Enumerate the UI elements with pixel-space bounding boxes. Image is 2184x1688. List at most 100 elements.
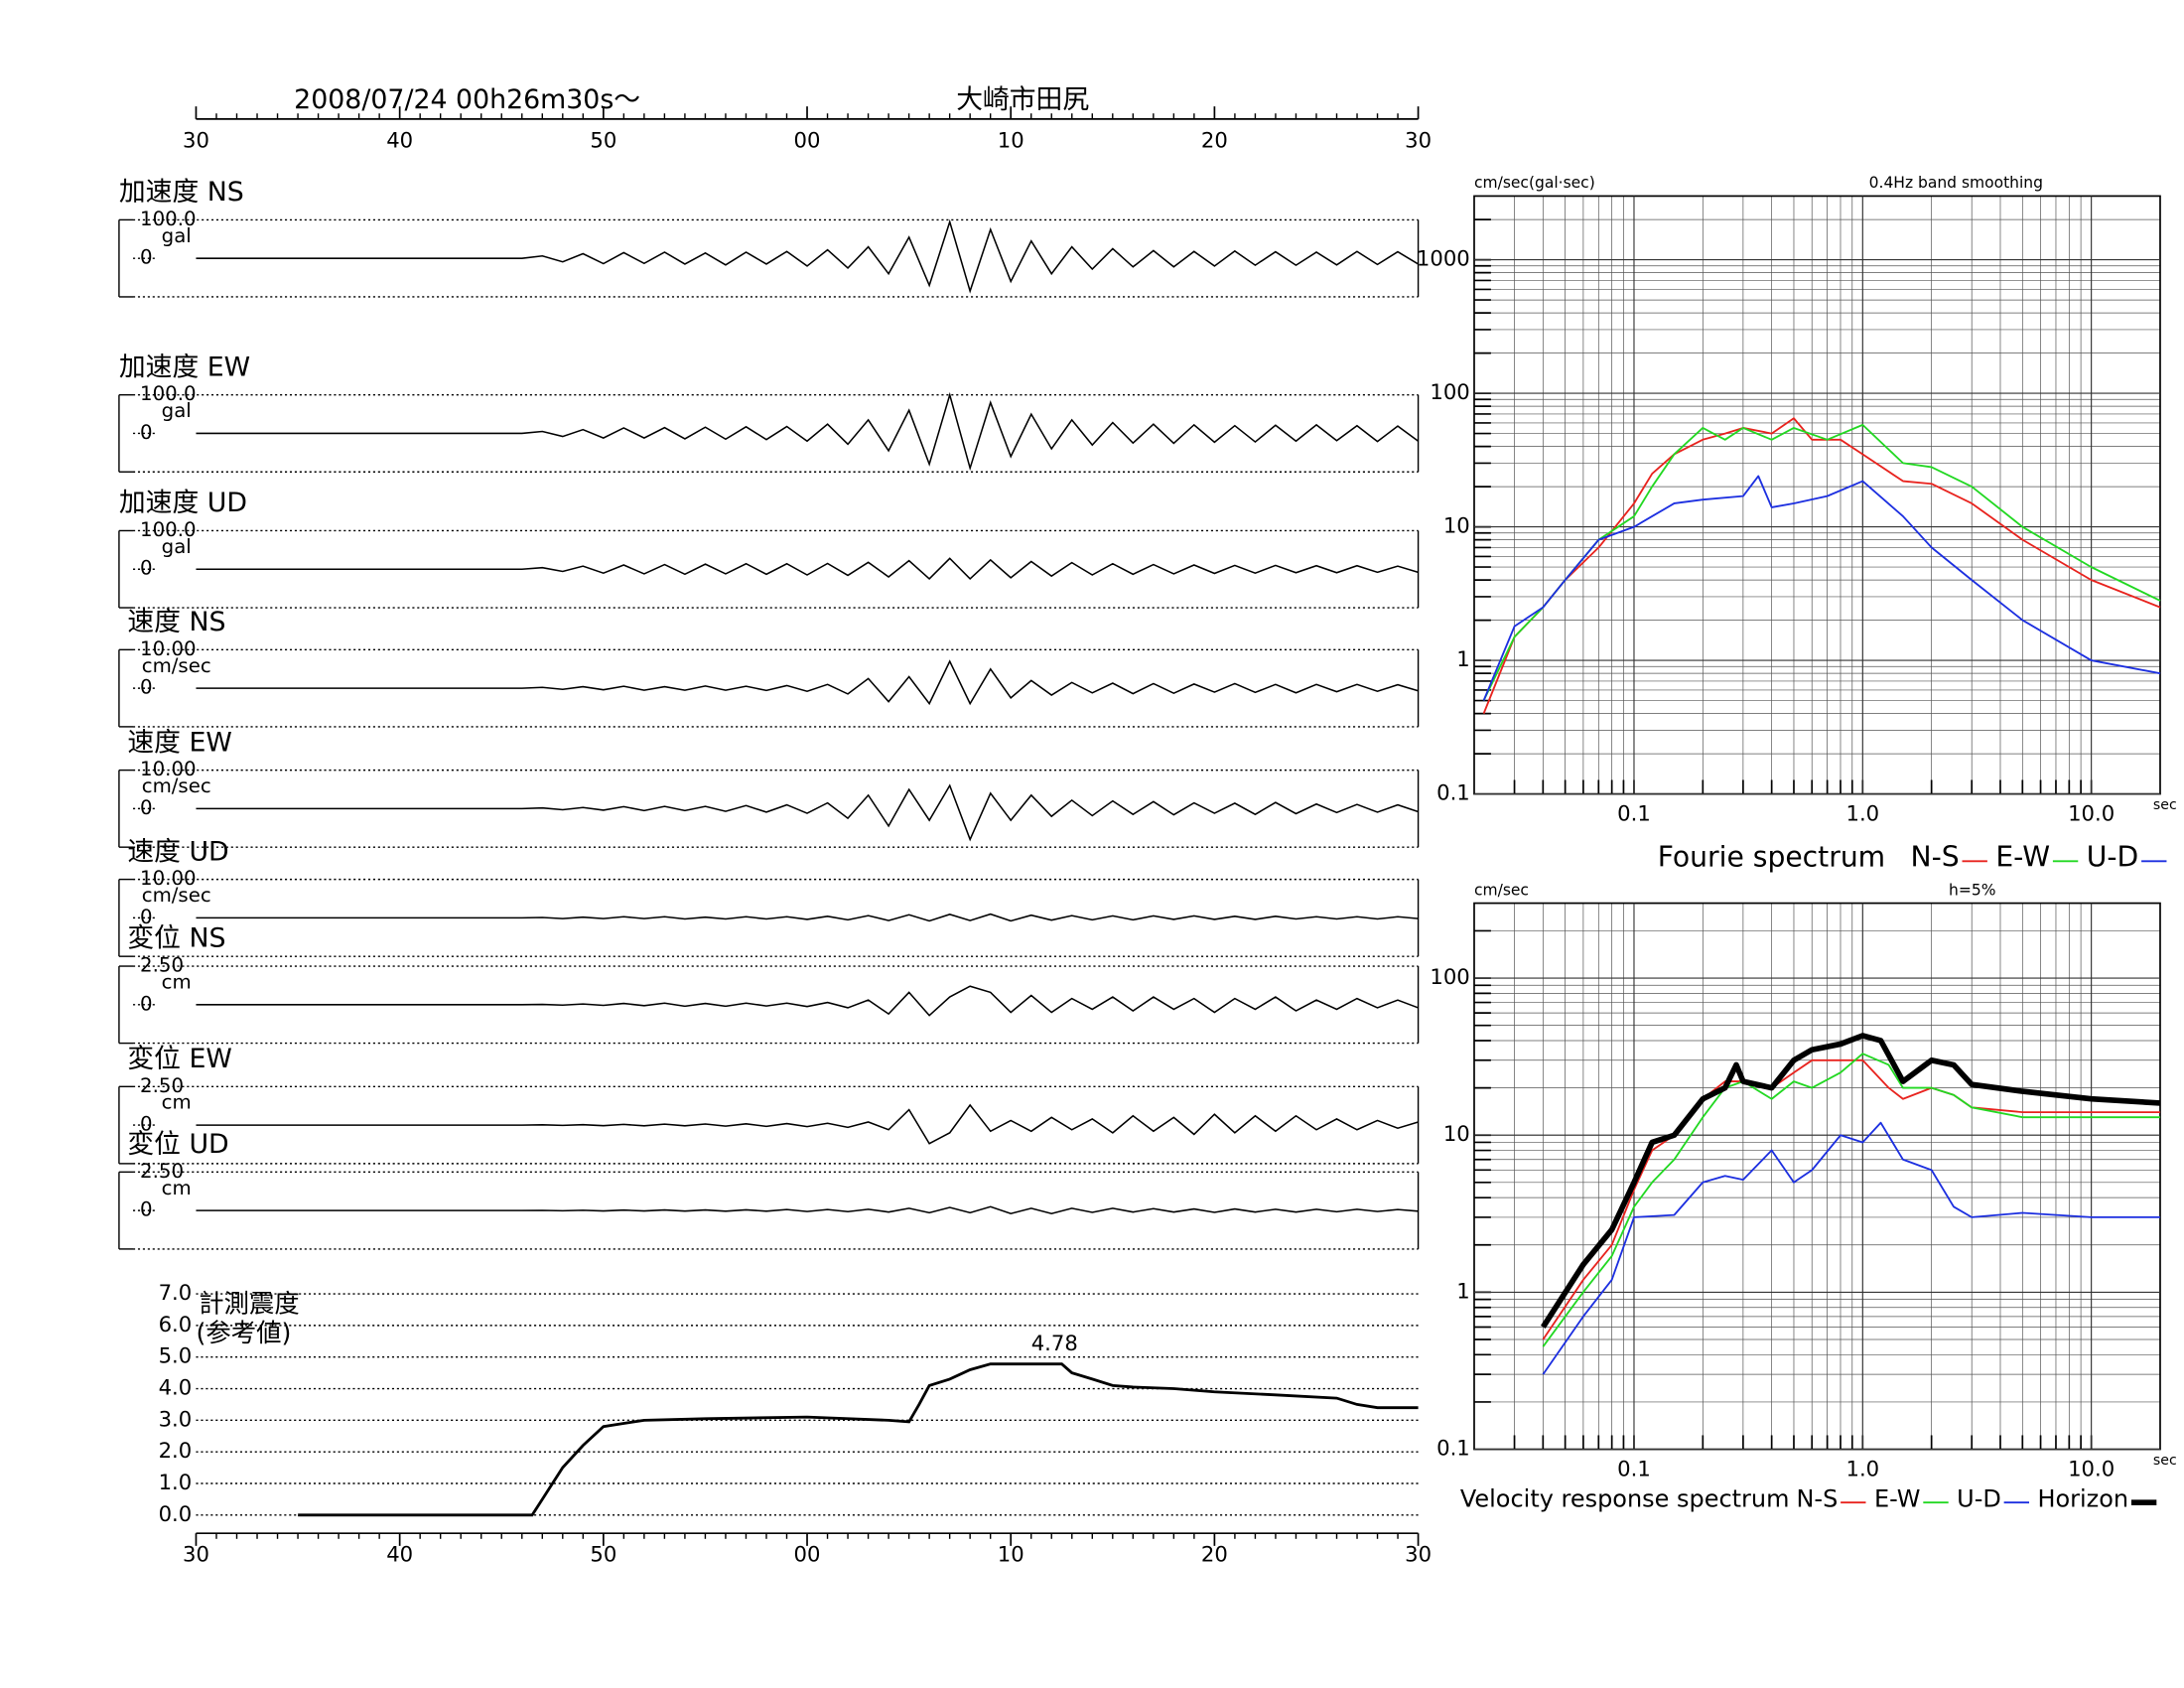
y-tick-label: 100.0 <box>140 382 197 405</box>
y-tick-label: 10.00 <box>140 637 197 660</box>
y-tick-label: 100.0 <box>140 208 197 230</box>
y-tick-label: 2.50 <box>140 1074 184 1097</box>
chart-title: Fourie spectrum <box>1658 840 1885 873</box>
spectrum-line <box>1542 1053 2160 1347</box>
y-tick-label: 0.0 <box>159 1501 193 1526</box>
y-tick-label: 0 <box>140 992 153 1015</box>
y-tick-label: 0 <box>140 557 153 580</box>
x-tick-label: 00 <box>794 127 821 152</box>
waveform <box>196 985 1419 1017</box>
x-tick-label: 50 <box>590 127 616 152</box>
y-unit-label: cm/sec <box>142 774 211 797</box>
y-tick-label: 0 <box>140 1198 153 1221</box>
y-tick-label: 4.0 <box>159 1375 193 1400</box>
panel-subtitle: (参考値) <box>196 1318 291 1347</box>
x-tick-label: 10 <box>998 127 1024 152</box>
chart-subtitle: 0.4Hz band smoothing <box>1869 174 2043 192</box>
x-tick-label: 0.1 <box>1617 801 1651 826</box>
x-tick-label: 1.0 <box>1846 1457 1880 1481</box>
x-axis-label: sec <box>2153 797 2177 813</box>
y-axis-label: cm/sec <box>1474 881 1529 899</box>
panel-title: 加速度 UD <box>119 488 247 518</box>
y-tick-label: 0 <box>140 1113 153 1136</box>
legend-label: U-D <box>1957 1484 2001 1512</box>
x-tick-label: 40 <box>386 127 413 152</box>
y-tick-label: 100.0 <box>140 518 197 541</box>
legend-label: E-W <box>1995 840 2050 873</box>
spectrum-line <box>1482 423 2161 701</box>
y-tick-label: 100 <box>1430 964 1469 989</box>
y-tick-label: 2.50 <box>140 1160 184 1183</box>
x-tick-label: 20 <box>1201 127 1228 152</box>
y-tick-label: 10.00 <box>140 758 197 780</box>
station-name: 大崎市田尻 <box>956 84 1089 115</box>
x-tick-label: 50 <box>590 1542 616 1567</box>
waveform <box>196 218 1419 294</box>
y-tick-label: 6.0 <box>159 1312 193 1336</box>
legend-label: U-D <box>2087 840 2139 873</box>
x-tick-label: 40 <box>386 1542 413 1567</box>
y-tick-label: 0 <box>140 421 153 444</box>
panel-title: 速度 UD <box>127 836 228 867</box>
y-unit-label: gal <box>162 535 192 558</box>
y-tick-label: 2.50 <box>140 954 184 977</box>
intensity-line <box>298 1362 1419 1517</box>
y-tick-label: 0 <box>140 676 153 699</box>
y-tick-label: 0 <box>140 906 153 928</box>
y-tick-label: 1 <box>1456 646 1469 671</box>
x-tick-label: 30 <box>1405 127 1432 152</box>
panel-title: 速度 NS <box>127 607 225 637</box>
y-tick-label: 2.0 <box>159 1438 193 1463</box>
x-tick-label: 30 <box>183 127 209 152</box>
panel-title: 加速度 NS <box>119 177 244 208</box>
y-tick-label: 3.0 <box>159 1406 193 1431</box>
y-axis-label: cm/sec(gal·sec) <box>1474 174 1595 192</box>
y-tick-label: 10 <box>1443 513 1470 538</box>
legend-label: N-S <box>1796 1484 1838 1512</box>
legend-label: Horizon <box>2037 1484 2128 1512</box>
spectrum-line <box>1482 417 2161 714</box>
panel-title: 計測震度 <box>199 1288 299 1318</box>
y-tick-label: 0.1 <box>1436 780 1470 805</box>
y-unit-label: cm/sec <box>142 884 211 907</box>
y-tick-label: 7.0 <box>159 1280 193 1305</box>
chart-title: Velocity response spectrum <box>1460 1484 1790 1512</box>
y-tick-label: 100 <box>1430 379 1469 404</box>
panel-title: 加速度 EW <box>119 352 250 382</box>
spectrum-line <box>1540 1033 2161 1329</box>
waveform <box>196 913 1419 922</box>
y-unit-label: cm <box>162 1091 192 1114</box>
spectrum-line <box>1482 475 2161 701</box>
legend-label: N-S <box>1911 840 1960 873</box>
spectrum-line <box>1542 1058 2160 1340</box>
waveform <box>196 1205 1419 1215</box>
waveform <box>196 1103 1419 1145</box>
x-tick-label: 0.1 <box>1617 1457 1651 1481</box>
x-tick-label: 10 <box>998 1542 1024 1567</box>
y-unit-label: gal <box>162 224 192 247</box>
x-tick-label: 20 <box>1201 1542 1228 1567</box>
y-tick-label: 5.0 <box>159 1343 193 1368</box>
y-tick-label: 1.0 <box>159 1470 193 1494</box>
waveform <box>196 557 1419 581</box>
panel-title: 速度 EW <box>127 727 231 758</box>
y-unit-label: cm <box>162 1177 192 1199</box>
y-unit-label: gal <box>162 399 192 422</box>
panel-title: 変位 UD <box>127 1129 228 1160</box>
y-tick-label: 1 <box>1456 1278 1469 1303</box>
y-tick-label: 0.1 <box>1436 1436 1470 1461</box>
y-tick-label: 1000 <box>1417 246 1470 271</box>
x-tick-label: 10.0 <box>2068 801 2115 826</box>
x-tick-label: 1.0 <box>1846 801 1880 826</box>
panel-title: 変位 NS <box>127 923 225 954</box>
legend-label: E-W <box>1874 1484 1921 1512</box>
y-tick-label: 10.00 <box>140 867 197 890</box>
x-tick-label: 10.0 <box>2068 1457 2115 1481</box>
spectrum-line <box>1542 1121 2160 1375</box>
y-tick-label: 0 <box>140 246 153 269</box>
y-unit-label: cm/sec <box>142 654 211 677</box>
x-axis-label: sec <box>2153 1453 2177 1469</box>
plot-frame <box>1473 195 2161 795</box>
waveform <box>196 783 1419 842</box>
